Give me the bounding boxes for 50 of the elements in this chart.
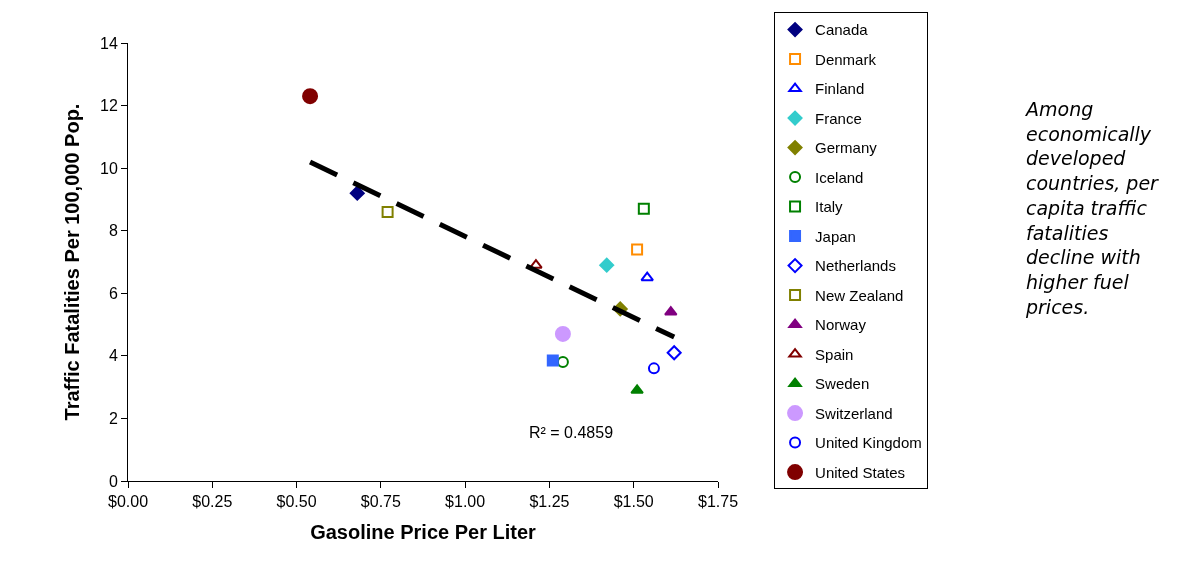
point <box>664 306 678 316</box>
point <box>381 205 394 218</box>
legend-label: New Zealand <box>815 286 904 304</box>
point <box>302 88 319 105</box>
x-tick-label: $1.25 <box>529 493 570 511</box>
legend-label: Iceland <box>815 168 864 186</box>
y-tick-label: 12 <box>100 97 118 115</box>
legend-label: Netherlands <box>815 257 896 275</box>
point <box>554 325 571 342</box>
y-tick-label: 8 <box>108 222 118 240</box>
x-tick-label: $0.00 <box>107 493 149 511</box>
y-tick-label: 0 <box>108 472 118 490</box>
x-tick-label: $0.25 <box>192 493 233 511</box>
point <box>630 384 644 394</box>
x-axis-title: Gasoline Price Per Liter <box>310 520 537 543</box>
legend-label: Italy <box>815 198 844 216</box>
legend-label: Canada <box>815 21 869 39</box>
legend-label: Germany <box>815 139 878 157</box>
x-tick-label: $1.50 <box>613 493 654 511</box>
point <box>546 354 559 367</box>
legend-label: Norway <box>815 316 867 334</box>
x-tick-label: $1.75 <box>697 493 739 511</box>
legend-label: Denmark <box>815 50 877 68</box>
text: Among economically developed countries, per capita traffic fatalities decline with higher fuel prices. <box>1026 98 1158 318</box>
legend-label: Spain <box>815 345 854 363</box>
legend-label: United States <box>815 463 906 481</box>
point <box>637 202 650 215</box>
legend-label: Finland <box>815 80 865 98</box>
y-axis-title: Traffic Fatalities Per 100,000 Pop. <box>60 103 83 421</box>
x-tick-label: $1.00 <box>445 493 486 511</box>
point <box>666 345 682 361</box>
annotation: R² = 0.4859 <box>529 424 614 441</box>
point <box>647 362 660 375</box>
legend-label: France <box>815 109 862 127</box>
x-tick-label: $0.75 <box>360 493 401 511</box>
y-tick-label: 6 <box>108 284 118 302</box>
legend-label: Japan <box>815 227 856 245</box>
point <box>529 259 543 269</box>
point <box>640 271 654 282</box>
legend-label: United Kingdom <box>815 434 922 452</box>
point <box>349 185 365 201</box>
y-tick-label: 14 <box>100 34 118 52</box>
x-tick-label: $0.50 <box>276 493 317 511</box>
point <box>599 257 615 273</box>
legend-label: Switzerland <box>815 404 893 422</box>
point <box>631 243 644 256</box>
y-tick-label: 2 <box>108 410 118 428</box>
y-tick-label: 10 <box>100 159 118 177</box>
legend-label: Sweden <box>815 375 870 393</box>
y-tick-label: 4 <box>108 347 118 365</box>
